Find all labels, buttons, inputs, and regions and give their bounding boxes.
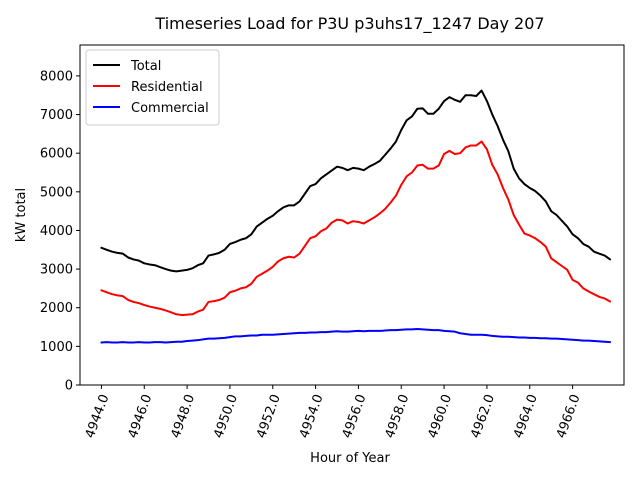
- series-line-residential: [100, 140, 612, 317]
- y-axis-label: kW total: [14, 188, 29, 242]
- series-line-commercial: [100, 327, 612, 344]
- x-tick-label: 4960.0: [425, 392, 455, 440]
- plot-frame: [79, 44, 625, 386]
- x-tick-label: 4944.0: [83, 392, 113, 440]
- x-tick-label: 4956.0: [340, 392, 370, 440]
- legend: Total Residential Commercial: [85, 49, 220, 126]
- y-tick-label: 4000: [40, 224, 73, 239]
- y-axis: 0 1000 2000 3000 4000 5000 6000 7000 8000: [40, 69, 80, 394]
- y-tick-label: 0: [65, 379, 73, 394]
- y-tick-label: 2000: [40, 301, 73, 316]
- chart-title: Timeseries Load for P3U p3uhs17_1247 Day…: [154, 14, 544, 34]
- y-tick-label: 1000: [40, 340, 73, 355]
- x-tick-label: 4952.0: [254, 392, 284, 440]
- x-tick-label: 4964.0: [511, 392, 541, 440]
- x-tick-label: 4966.0: [554, 392, 584, 440]
- legend-label-commercial: Commercial: [131, 101, 209, 116]
- y-tick-label: 6000: [40, 147, 73, 162]
- x-axis-label: Hour of Year: [310, 451, 390, 466]
- x-tick-label: 4948.0: [168, 392, 198, 440]
- x-tick-label: 4950.0: [211, 392, 241, 440]
- y-tick-label: 7000: [40, 108, 73, 123]
- y-tick-label: 3000: [40, 263, 73, 278]
- plot-area: [79, 44, 625, 386]
- x-tick-label: 4962.0: [468, 392, 498, 440]
- y-tick-label: 8000: [40, 69, 73, 84]
- x-axis: 4944.0 4946.0 4948.0 4950.0 4952.0 4954.0 4956…: [83, 385, 584, 440]
- legend-label-residential: Residential: [131, 80, 203, 95]
- x-tick-label: 4946.0: [126, 392, 156, 440]
- y-tick-label: 5000: [40, 185, 73, 200]
- x-tick-label: 4954.0: [297, 392, 327, 440]
- series-line-total: [100, 89, 612, 273]
- x-tick-label: 4958.0: [383, 392, 413, 440]
- legend-label-total: Total: [130, 59, 161, 74]
